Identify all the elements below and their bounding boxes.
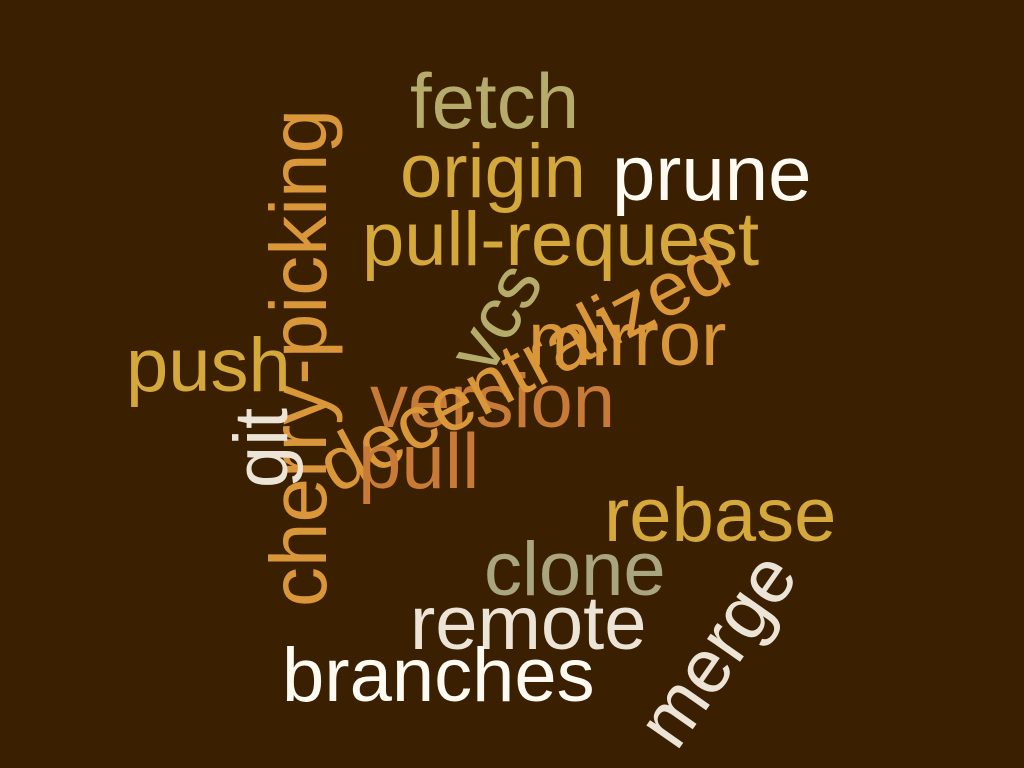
word-prune: prune bbox=[612, 129, 812, 217]
word-pull: pull bbox=[358, 417, 480, 505]
word-push: push bbox=[126, 323, 291, 408]
word-git: git bbox=[219, 407, 305, 489]
word-rebase: rebase bbox=[604, 473, 837, 558]
word-version: version bbox=[370, 359, 615, 444]
word-branches: branches bbox=[282, 633, 595, 718]
word-fetch: fetch bbox=[410, 57, 580, 145]
word-pull-request: pull-request bbox=[362, 197, 760, 282]
word-clone: clone bbox=[484, 527, 666, 612]
word-origin: origin bbox=[400, 129, 586, 214]
word-mirror: mirror bbox=[528, 297, 727, 382]
word-remote: remote bbox=[410, 581, 647, 666]
